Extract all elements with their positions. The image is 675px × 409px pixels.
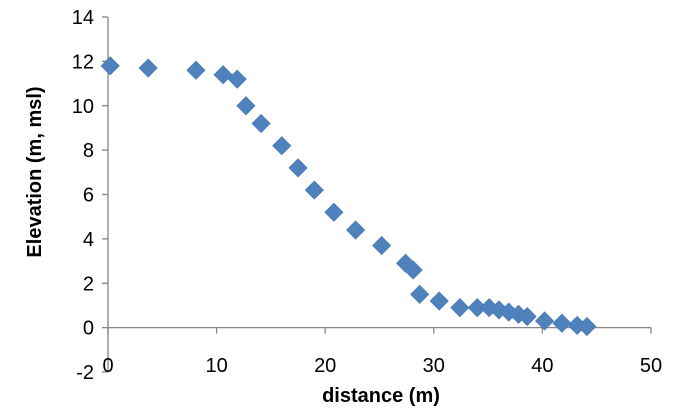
data-points: [100, 56, 597, 337]
data-point: [138, 58, 158, 78]
y-tick-label: 6: [83, 185, 94, 207]
x-tick-label: 30: [423, 355, 445, 377]
data-point: [517, 306, 537, 327]
data-point: [346, 220, 366, 240]
y-axis-title: Elevation (m, msl): [24, 86, 46, 257]
data-point: [535, 311, 555, 331]
data-point: [304, 180, 324, 200]
data-point: [450, 298, 470, 318]
data-point: [100, 56, 120, 76]
x-axis-title: distance (m): [322, 385, 440, 407]
y-tick-label: 12: [72, 51, 94, 73]
tick-labels: -2 0 2 4 6 8 10 12 14 0 10 20 30 40 50: [72, 7, 662, 384]
data-point: [429, 291, 449, 311]
data-point: [324, 202, 344, 222]
axes: [102, 16, 652, 373]
y-tick-label: 10: [72, 96, 94, 118]
data-point: [552, 313, 572, 333]
data-point: [372, 235, 392, 256]
data-point: [236, 96, 256, 116]
data-point: [186, 60, 206, 80]
x-tick-label: 50: [640, 355, 662, 377]
data-point: [403, 260, 423, 280]
y-tick-label: 2: [83, 273, 94, 295]
y-tick-label: 0: [83, 318, 94, 340]
y-tick-label: 14: [72, 7, 94, 29]
x-tick-label: 20: [314, 355, 336, 377]
data-point: [410, 284, 430, 304]
y-tick-label: 8: [83, 140, 94, 162]
y-tick-label: 4: [83, 229, 94, 251]
data-point: [251, 113, 271, 134]
x-tick-label: 10: [205, 355, 227, 377]
data-point: [577, 316, 597, 337]
data-point: [227, 69, 247, 89]
data-point: [272, 136, 292, 156]
x-tick-label: 0: [102, 355, 113, 377]
data-point: [213, 65, 233, 85]
x-tick-label: 40: [531, 355, 553, 377]
y-tick-label: -2: [76, 362, 94, 384]
data-point: [288, 158, 308, 178]
